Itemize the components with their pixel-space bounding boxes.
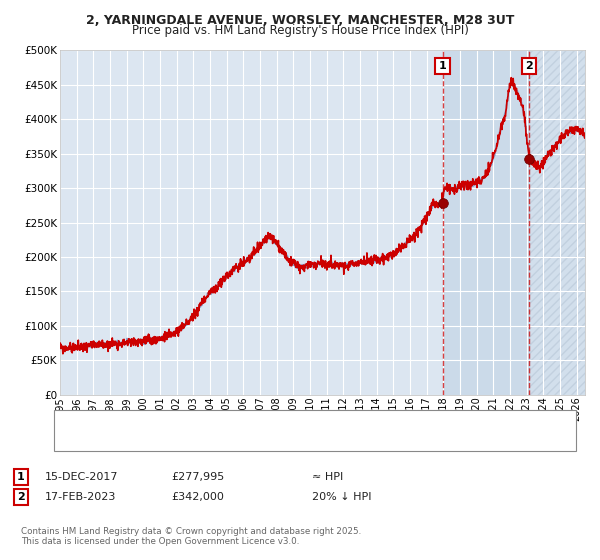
Text: £277,995: £277,995 [171, 472, 224, 482]
Text: 2: 2 [17, 492, 25, 502]
Text: HPI: Average price, detached house, Salford: HPI: Average price, detached house, Salf… [93, 437, 323, 447]
Text: £342,000: £342,000 [171, 492, 224, 502]
Text: 17-FEB-2023: 17-FEB-2023 [45, 492, 116, 502]
Text: ——: —— [63, 416, 88, 428]
Text: ≈ HPI: ≈ HPI [312, 472, 343, 482]
Text: 20% ↓ HPI: 20% ↓ HPI [312, 492, 371, 502]
Text: 1: 1 [439, 61, 446, 71]
Text: 2: 2 [525, 61, 533, 71]
Text: Contains HM Land Registry data © Crown copyright and database right 2025.
This d: Contains HM Land Registry data © Crown c… [21, 526, 361, 546]
Text: ——: —— [63, 436, 88, 449]
Text: Price paid vs. HM Land Registry's House Price Index (HPI): Price paid vs. HM Land Registry's House … [131, 24, 469, 37]
Text: 1: 1 [17, 472, 25, 482]
Text: 2, YARNINGDALE AVENUE, WORSLEY, MANCHESTER, M28 3UT (detached house): 2, YARNINGDALE AVENUE, WORSLEY, MANCHEST… [93, 417, 508, 427]
Bar [443, 50, 529, 395]
Bar [529, 50, 585, 395]
Text: 2, YARNINGDALE AVENUE, WORSLEY, MANCHESTER, M28 3UT: 2, YARNINGDALE AVENUE, WORSLEY, MANCHEST… [86, 14, 514, 27]
Bar [529, 50, 585, 395]
Text: 15-DEC-2017: 15-DEC-2017 [45, 472, 119, 482]
